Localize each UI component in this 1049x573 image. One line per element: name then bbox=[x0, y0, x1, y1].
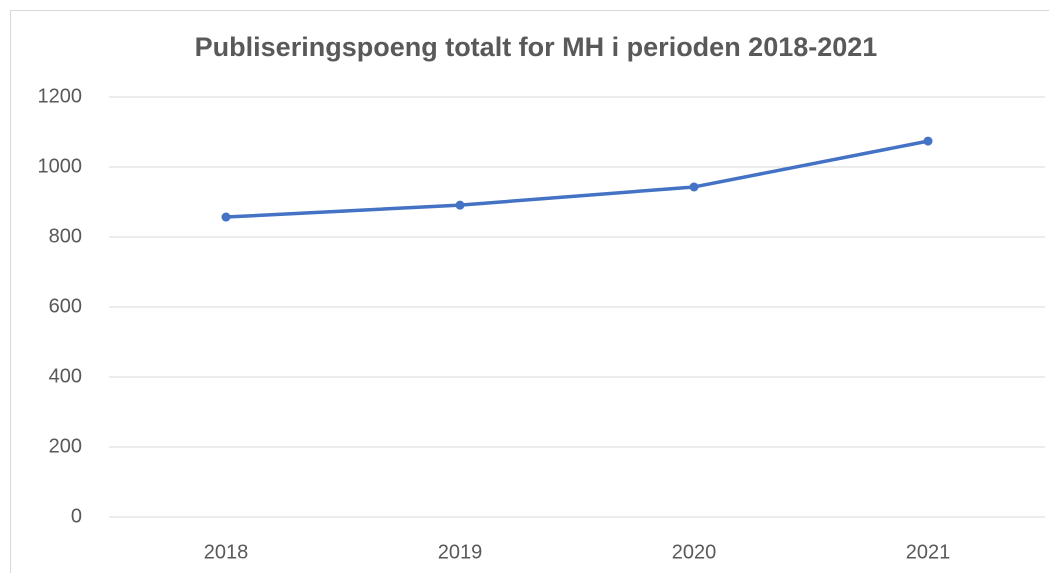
y-tick-label: 200 bbox=[49, 435, 82, 457]
y-tick-label: 400 bbox=[49, 365, 82, 387]
data-point bbox=[221, 212, 231, 222]
x-tick-label: 2018 bbox=[204, 541, 249, 563]
line-series bbox=[224, 139, 930, 219]
x-tick-label: 2021 bbox=[906, 541, 951, 563]
y-tick-label: 1200 bbox=[38, 85, 83, 107]
chart-title: Publiseringspoeng totalt for MH i period… bbox=[195, 32, 878, 62]
y-tick-label: 0 bbox=[71, 505, 82, 527]
y-tick-label: 1000 bbox=[38, 155, 83, 177]
y-tick-label: 600 bbox=[49, 295, 82, 317]
data-point bbox=[689, 182, 699, 192]
x-tick-label: 2019 bbox=[438, 541, 483, 563]
x-tick-label: 2020 bbox=[672, 541, 717, 563]
chart-border bbox=[10, 10, 1049, 573]
data-point bbox=[455, 200, 465, 210]
data-point bbox=[923, 136, 933, 146]
y-tick-label: 800 bbox=[49, 225, 82, 247]
